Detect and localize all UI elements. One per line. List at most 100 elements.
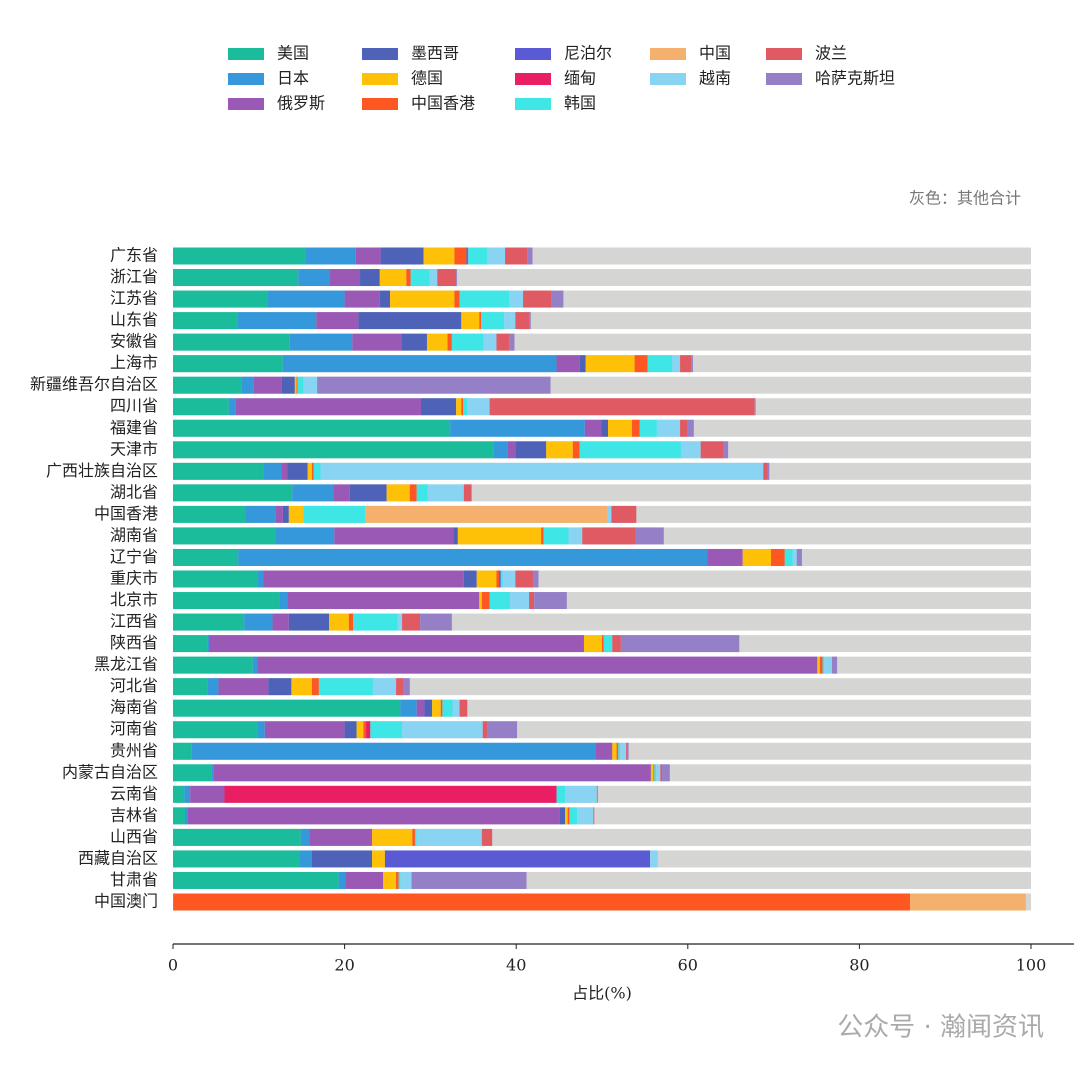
bar-segment — [386, 484, 410, 502]
bar-segment — [173, 312, 238, 330]
bar-segment — [568, 527, 583, 545]
bar-segment — [456, 269, 457, 287]
bar-segment — [207, 635, 210, 653]
bar-segment — [454, 290, 460, 308]
bar-segment — [723, 441, 729, 459]
bar-segment — [403, 678, 410, 696]
bar-segment — [457, 527, 542, 545]
bar-segment — [173, 785, 185, 803]
bar-segment — [463, 570, 477, 588]
bar-segment — [466, 247, 468, 265]
bar-segment — [634, 355, 648, 373]
bar-segment — [173, 613, 245, 631]
bar-segment — [173, 828, 301, 846]
bar-segment — [481, 592, 490, 610]
y-tick-label: 中国香港 — [94, 504, 158, 523]
bar-segment — [529, 312, 531, 330]
bar-segment — [334, 527, 454, 545]
bar-segment — [481, 828, 493, 846]
bar-segment — [487, 721, 518, 739]
bar-segment — [173, 505, 246, 523]
bar-segment — [238, 548, 708, 566]
bar-segment — [452, 699, 460, 717]
bar-segment — [184, 785, 191, 803]
bar-segment — [551, 290, 564, 308]
y-tick-label: 陕西省 — [110, 633, 158, 652]
bar-segment — [379, 269, 407, 287]
legend-swatch — [766, 73, 802, 85]
bar-segment — [493, 441, 508, 459]
bar-segment — [767, 462, 770, 480]
bar-segment — [523, 290, 552, 308]
bar-segment — [569, 807, 578, 825]
bar-segment — [601, 419, 609, 437]
bar-segment — [487, 247, 506, 265]
bar-segment — [556, 785, 566, 803]
bar-segment — [763, 462, 768, 480]
bar-segment — [412, 828, 415, 846]
bar-segment — [482, 721, 488, 739]
bar-segment — [626, 742, 627, 760]
x-tick-label: 40 — [506, 956, 526, 975]
bar-segment — [456, 398, 462, 416]
y-tick-label: 天津市 — [110, 439, 158, 458]
bar-segment — [483, 333, 497, 351]
bar-segment — [603, 635, 613, 653]
bar-segment — [817, 656, 820, 674]
bar-segment — [527, 247, 533, 265]
bar-segment — [303, 505, 366, 523]
legend-swatch — [515, 98, 551, 110]
bar-segment — [396, 678, 404, 696]
bar-segment — [427, 484, 464, 502]
bar-segment — [515, 570, 534, 588]
legend-swatch — [228, 98, 264, 110]
bar-segment — [190, 785, 225, 803]
bar-segment — [379, 290, 391, 308]
bar-segment — [245, 505, 276, 523]
bar-segment — [380, 247, 424, 265]
bar-segment — [396, 871, 399, 889]
bar-segment — [481, 312, 505, 330]
x-tick-label: 0 — [168, 956, 178, 975]
bar-segment — [784, 548, 793, 566]
bar-segment — [572, 441, 580, 459]
bar-segment — [533, 570, 539, 588]
bar-segment — [173, 290, 268, 308]
bar-segment — [754, 398, 756, 416]
bar-segment — [213, 764, 651, 782]
x-tick-label: 80 — [849, 956, 869, 975]
y-tick-label: 西藏自治区 — [78, 848, 158, 867]
bar-segment — [281, 462, 288, 480]
bar-segment — [252, 656, 258, 674]
bar-segment — [173, 742, 192, 760]
bar-segment — [632, 419, 640, 437]
bar-segment — [656, 419, 681, 437]
y-tick-label: 辽宁省 — [110, 547, 158, 566]
bar-segment — [237, 312, 317, 330]
bar-segment — [173, 678, 208, 696]
bar-segment — [185, 807, 188, 825]
legend-label: 哈萨克斯坦 — [815, 69, 895, 88]
y-tick-label: 贵州省 — [110, 741, 158, 760]
bar-segment — [289, 333, 353, 351]
bar-segment — [416, 699, 425, 717]
bar-segment — [191, 742, 596, 760]
x-tick-label: 100 — [1016, 956, 1047, 975]
bar-segment — [660, 764, 663, 782]
y-tick-label: 新疆维吾尔自治区 — [30, 375, 158, 394]
legend-label: 墨西哥 — [411, 44, 459, 63]
bar-segment — [317, 376, 551, 394]
bar-segment — [406, 269, 411, 287]
bar-segment — [429, 269, 438, 287]
bar-segment — [612, 635, 621, 653]
bar-segment — [173, 462, 264, 480]
legend-label: 美国 — [277, 44, 309, 63]
bar-segment — [442, 699, 453, 717]
bar-segment — [565, 807, 568, 825]
y-tick-label: 河北省 — [110, 676, 158, 695]
bar-segment — [420, 398, 457, 416]
bar-segment — [707, 548, 743, 566]
bar-segment — [173, 333, 290, 351]
bar-segment — [819, 656, 823, 674]
bar-segment — [577, 807, 594, 825]
